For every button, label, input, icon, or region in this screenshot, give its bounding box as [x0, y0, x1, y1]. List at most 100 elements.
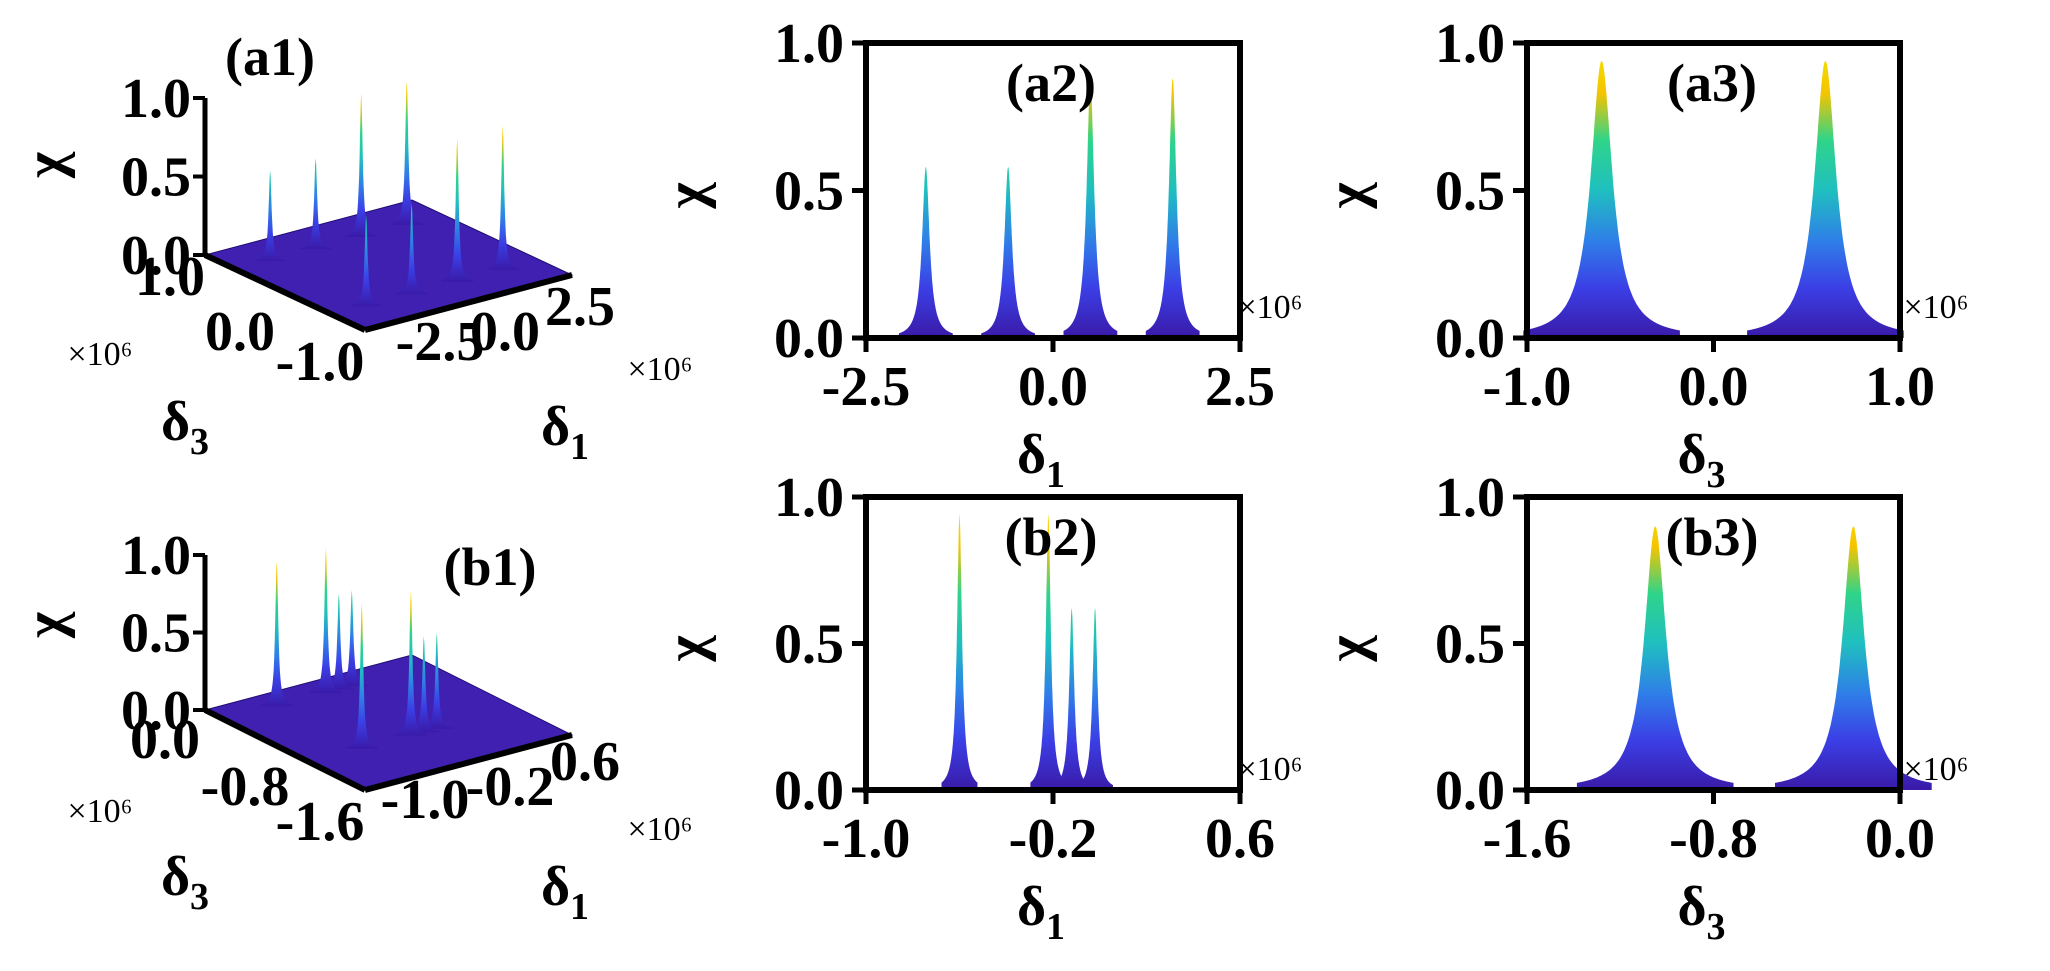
- x-tick-label: 2.5: [545, 276, 615, 338]
- peak-b1-4: [335, 590, 368, 687]
- panel-label: (b1): [444, 537, 537, 597]
- x-tick-label: 2.5: [1205, 356, 1275, 418]
- x-axis-label-symbol: δ: [1017, 876, 1046, 938]
- y-axis-label: χ: [1316, 181, 1378, 209]
- y-tick-label: -0.8: [201, 756, 290, 818]
- x-axis-label-subscript: 3: [1707, 906, 1726, 948]
- y-axis-multiplier: ×10⁶: [67, 793, 132, 830]
- x-axis-label: δ1: [541, 396, 589, 468]
- x-tick-label: -2.5: [396, 311, 485, 373]
- x-axis-multiplier: ×10⁶: [627, 811, 692, 848]
- peak-a3-2: [1747, 60, 1904, 338]
- peak-a1-5: [350, 215, 383, 307]
- x-axis-label: δ1: [541, 856, 589, 928]
- panel-label: (b2): [1005, 507, 1098, 567]
- x-tick-label: 0.0: [1865, 808, 1935, 870]
- peak-b2-3: [1053, 608, 1090, 790]
- x-axis-label-subscript: 3: [1707, 454, 1726, 496]
- x-axis-label: δ3: [1677, 424, 1725, 496]
- y-tick-label: 0.5: [1435, 614, 1505, 676]
- z-tick-label: 0.0: [121, 225, 191, 287]
- y-axis-label: δ3: [161, 391, 209, 463]
- y-tick-label: -1.6: [276, 791, 365, 853]
- peak-a1-2: [299, 158, 332, 250]
- x-axis-label: δ3: [1677, 876, 1725, 948]
- peak-a1-8: [486, 125, 519, 270]
- peak-a1-3: [345, 92, 378, 237]
- z-tick-label: 0.5: [121, 603, 191, 665]
- y-tick-label: 0.0: [1435, 308, 1505, 370]
- x-axis-label-subscript: 1: [1046, 906, 1065, 948]
- x-axis-multiplier: ×10⁶: [627, 351, 692, 388]
- peak-a1-6: [395, 203, 428, 295]
- peak-b1-8: [420, 632, 453, 729]
- peak-b3-2: [1775, 526, 1932, 790]
- z-tick-label: 0.5: [121, 147, 191, 209]
- y-tick-label: 0.0: [130, 709, 200, 771]
- panel-a1: 1.00.50.0χ-2.50.0 2.51.00.0 -1.0δ1δ3(a1)×1…: [14, 27, 693, 468]
- peak-b1-7: [407, 636, 440, 733]
- y-axis-label: δ3: [161, 846, 209, 918]
- peak-b2-1: [941, 514, 978, 790]
- y-axis-label: χ: [1316, 634, 1378, 662]
- y-axis-multiplier: ×10⁶: [67, 336, 132, 373]
- peak-b1-1: [260, 560, 293, 707]
- y-axis-label-symbol: δ: [161, 391, 190, 453]
- y-tick-label: 1.0: [135, 246, 205, 308]
- x-tick-label: -2.5: [822, 356, 911, 418]
- peak-a3-1: [1523, 60, 1680, 338]
- z-axis-label: χ: [14, 611, 76, 639]
- panel-label: (b3): [1666, 507, 1759, 567]
- y-tick-label: 1.0: [1435, 467, 1505, 529]
- panel-b3: 0.0 0.5 1.0 -1.6 -0.8 0.0 χ δ3 (b3) ×10⁶: [1316, 467, 1969, 948]
- y-tick-label: 0.0: [774, 308, 844, 370]
- y-axis-label-subscript: 3: [190, 876, 209, 918]
- y-tick-label: 1.0: [774, 13, 844, 75]
- x-axis-label-symbol: δ: [541, 396, 570, 458]
- z-tick-label: 1.0: [121, 68, 191, 130]
- x-tick-label: 0.0: [1018, 356, 1088, 418]
- x-axis-label-symbol: δ: [1017, 424, 1046, 486]
- peak-b1-5: [345, 603, 378, 749]
- x-axis-label-subscript: 1: [570, 426, 589, 468]
- axis-multiplier: ×10⁶: [1237, 289, 1302, 326]
- x-tick-label: 1.0: [1865, 356, 1935, 418]
- x-axis-label-subscript: 1: [1046, 454, 1065, 496]
- z-tick-label: 1.0: [121, 525, 191, 587]
- y-axis-label: χ: [655, 181, 717, 209]
- y-tick-label: 0.5: [774, 161, 844, 223]
- y-tick-label: 0.0: [205, 301, 275, 363]
- y-tick-label: 0.0: [774, 760, 844, 822]
- peak-a2-1: [898, 166, 953, 338]
- z-tick-label: 0.0: [121, 680, 191, 742]
- peak-b1-2: [309, 547, 342, 694]
- panel-label: (a1): [225, 27, 315, 87]
- x-tick-label: -1.0: [381, 769, 470, 831]
- x-tick-label: 0.0: [1679, 356, 1749, 418]
- y-axis-label-symbol: δ: [161, 846, 190, 908]
- peak-a2-2: [981, 166, 1036, 338]
- z-axis-label: χ: [14, 151, 76, 179]
- panel-b1: 1.00.50.0χ-1.0-0.20.60.0-0.8-1.6δ1δ3(b1)…: [14, 525, 693, 928]
- y-axis-label: χ: [655, 634, 717, 662]
- x-tick-label: 0.0: [470, 301, 540, 363]
- peak-b1-6: [394, 590, 427, 736]
- panel-label: (a3): [1667, 53, 1757, 113]
- y-tick-label: 0.5: [774, 614, 844, 676]
- x-tick-label: -0.2: [466, 756, 555, 818]
- x-axis-label: δ1: [1017, 424, 1065, 496]
- panel-b2: 0.0 0.5 1.0 -1.0 -0.2 0.6 χ δ1 (b2) ×10⁶: [655, 467, 1303, 948]
- axis-multiplier: ×10⁶: [1903, 751, 1968, 788]
- peak-b1-3: [322, 593, 355, 690]
- peak-a2-4: [1145, 78, 1200, 339]
- peak-b3-1: [1576, 526, 1734, 790]
- peak-a1-4: [390, 80, 423, 225]
- axis-multiplier: ×10⁶: [1903, 289, 1968, 326]
- axis-multiplier: ×10⁶: [1237, 751, 1302, 788]
- x-tick-label: -1.0: [1483, 356, 1572, 418]
- y-tick-label: 1.0: [1435, 13, 1505, 75]
- x-tick-label: -0.2: [1009, 808, 1098, 870]
